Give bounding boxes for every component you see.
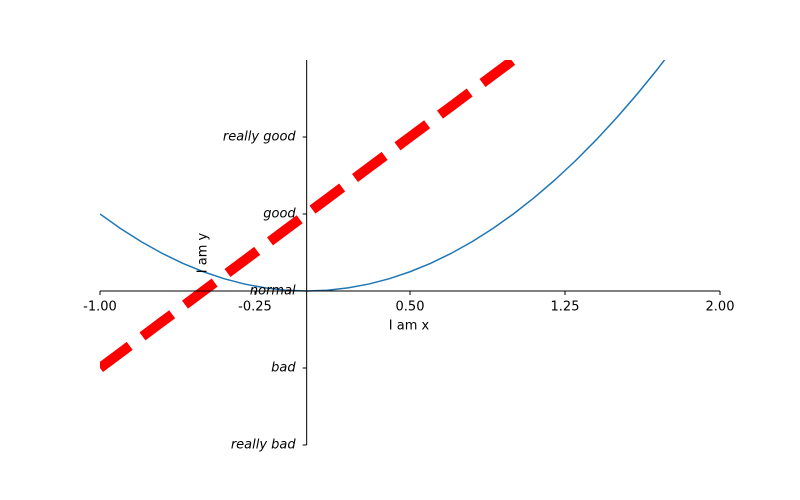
x-tick-label: -0.25 — [238, 300, 272, 315]
y-tick-label: really bad — [231, 438, 297, 453]
y-tick-label: really good — [223, 130, 297, 145]
y-tick-label: good — [263, 207, 296, 222]
line-series — [100, 60, 666, 292]
x-tick-label: -1.00 — [83, 300, 117, 315]
y-axis-label: I am y — [196, 232, 211, 273]
x-axis-label: I am x — [389, 319, 430, 334]
x-tick-label: 0.50 — [396, 300, 425, 315]
y-tick-label: normal — [250, 284, 296, 299]
x-tick-label: 1.25 — [551, 300, 580, 315]
x-tick-label: 2.00 — [706, 300, 735, 315]
y-tick-label: bad — [271, 361, 296, 376]
